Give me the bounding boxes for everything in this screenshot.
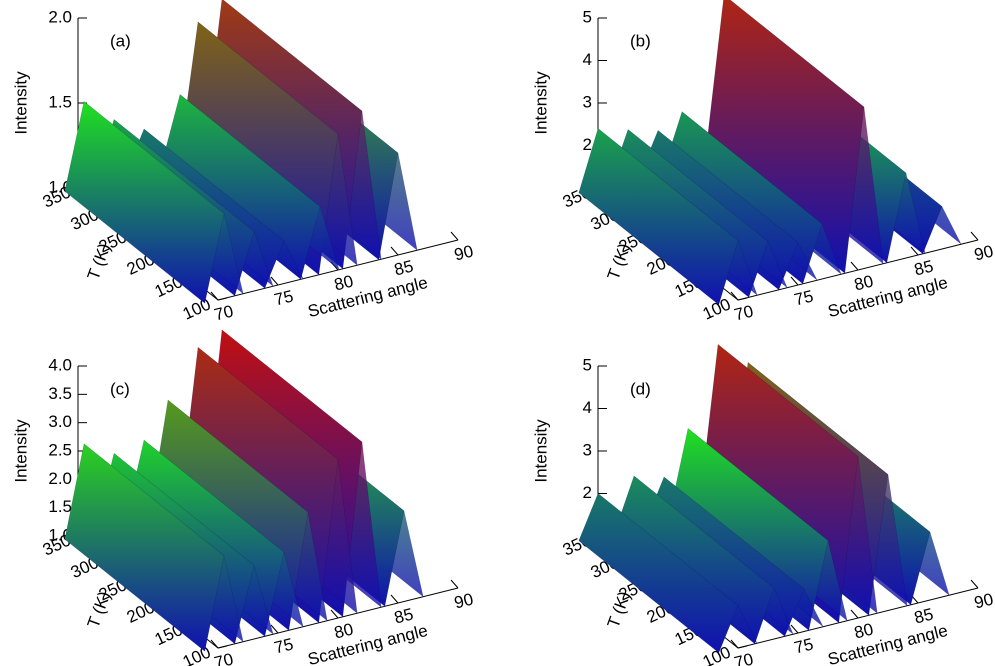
x-tick (970, 231, 979, 241)
x-tick (390, 594, 399, 604)
ridge-face (64, 443, 225, 652)
panel: 123451001502002503003507075808590Intensi… (531, 0, 995, 325)
x-tick (450, 579, 459, 589)
x-tick-label: 80 (852, 620, 875, 643)
x-tick-label: 75 (272, 287, 295, 310)
panel-label: (c) (110, 379, 130, 398)
panel: 123451001502002503003507075808590Intensi… (531, 343, 995, 666)
x-tick (270, 276, 279, 286)
x-tick-label: 85 (912, 605, 935, 628)
z-tick-label: 2.5 (48, 440, 72, 459)
x-tick-label: 90 (972, 242, 995, 265)
panel: 1.01.52.02.53.03.54.01001502002503003507… (11, 329, 475, 666)
x-tick (270, 624, 279, 634)
t-tick-label: 100 (180, 294, 214, 323)
panel-label: (b) (630, 31, 651, 50)
z-tick-label: 3 (583, 440, 592, 459)
panel: 1.01.52.01001502002503003507075808590Int… (11, 0, 475, 325)
z-tick-label: 2.0 (48, 469, 72, 488)
panel-label: (d) (630, 379, 651, 398)
x-tick (910, 246, 919, 256)
z-tick-label: 3 (583, 92, 592, 111)
ridge-face (64, 101, 225, 304)
z-tick-label: 2 (583, 483, 592, 502)
z-tick-label: 4 (583, 50, 592, 69)
x-tick (390, 246, 399, 256)
z-tick-label: 1.5 (48, 92, 72, 111)
x-tick-label: 75 (272, 635, 295, 658)
x-tick-label: 90 (452, 590, 475, 613)
ridge-face (578, 128, 739, 306)
z-axis-label: Intensity (531, 419, 550, 483)
t-tick (217, 297, 228, 301)
x-tick (850, 261, 859, 271)
x-tick (790, 276, 799, 286)
x-tick-label: 90 (972, 590, 995, 613)
z-tick-label: 2.0 (48, 7, 72, 26)
x-tick-label: 80 (852, 272, 875, 295)
t-axis-label: T (K) (604, 589, 635, 631)
t-tick (737, 645, 748, 649)
x-tick (970, 579, 979, 589)
x-axis-label: Scattering angle (826, 273, 950, 321)
x-tick (450, 231, 459, 241)
t-axis-label: T (K) (84, 589, 115, 631)
x-tick (330, 609, 339, 619)
z-tick-label: 1.5 (48, 497, 72, 516)
t-axis-label: T (K) (84, 241, 115, 283)
x-tick-label: 70 (732, 302, 755, 325)
x-tick-label: 85 (392, 257, 415, 280)
x-tick (210, 639, 219, 649)
t-axis-label: T (K) (604, 241, 635, 283)
x-tick-label: 80 (332, 620, 355, 643)
z-tick-label: 5 (583, 7, 592, 26)
x-axis-label: Scattering angle (826, 621, 950, 666)
t-tick-label: 100 (180, 642, 214, 666)
x-tick-label: 70 (212, 650, 235, 666)
x-tick (210, 291, 219, 301)
x-tick (790, 624, 799, 634)
t-tick (737, 297, 748, 301)
z-axis-label: Intensity (11, 419, 30, 483)
z-tick-label: 5 (583, 355, 592, 374)
x-tick-label: 75 (792, 635, 815, 658)
x-axis-label: Scattering angle (306, 273, 430, 321)
x-tick-label: 80 (332, 272, 355, 295)
z-tick-label: 4.0 (48, 355, 72, 374)
x-tick (850, 609, 859, 619)
ridge-face (578, 493, 739, 654)
z-tick-label: 3.5 (48, 384, 72, 403)
z-tick-label: 3.0 (48, 412, 72, 431)
panel-label: (a) (110, 31, 131, 50)
x-axis-label: Scattering angle (306, 621, 430, 666)
z-tick-label: 2 (583, 135, 592, 154)
z-tick-label: 4 (583, 398, 592, 417)
x-tick-label: 70 (732, 650, 755, 666)
x-tick (730, 639, 739, 649)
x-tick-label: 85 (912, 257, 935, 280)
x-tick-label: 75 (792, 287, 815, 310)
x-tick-label: 85 (392, 605, 415, 628)
x-tick-label: 90 (452, 242, 475, 265)
x-tick (730, 291, 739, 301)
z-axis-label: Intensity (531, 71, 550, 135)
t-tick (217, 645, 228, 649)
x-tick-label: 70 (212, 302, 235, 325)
z-axis-label: Intensity (11, 71, 30, 135)
